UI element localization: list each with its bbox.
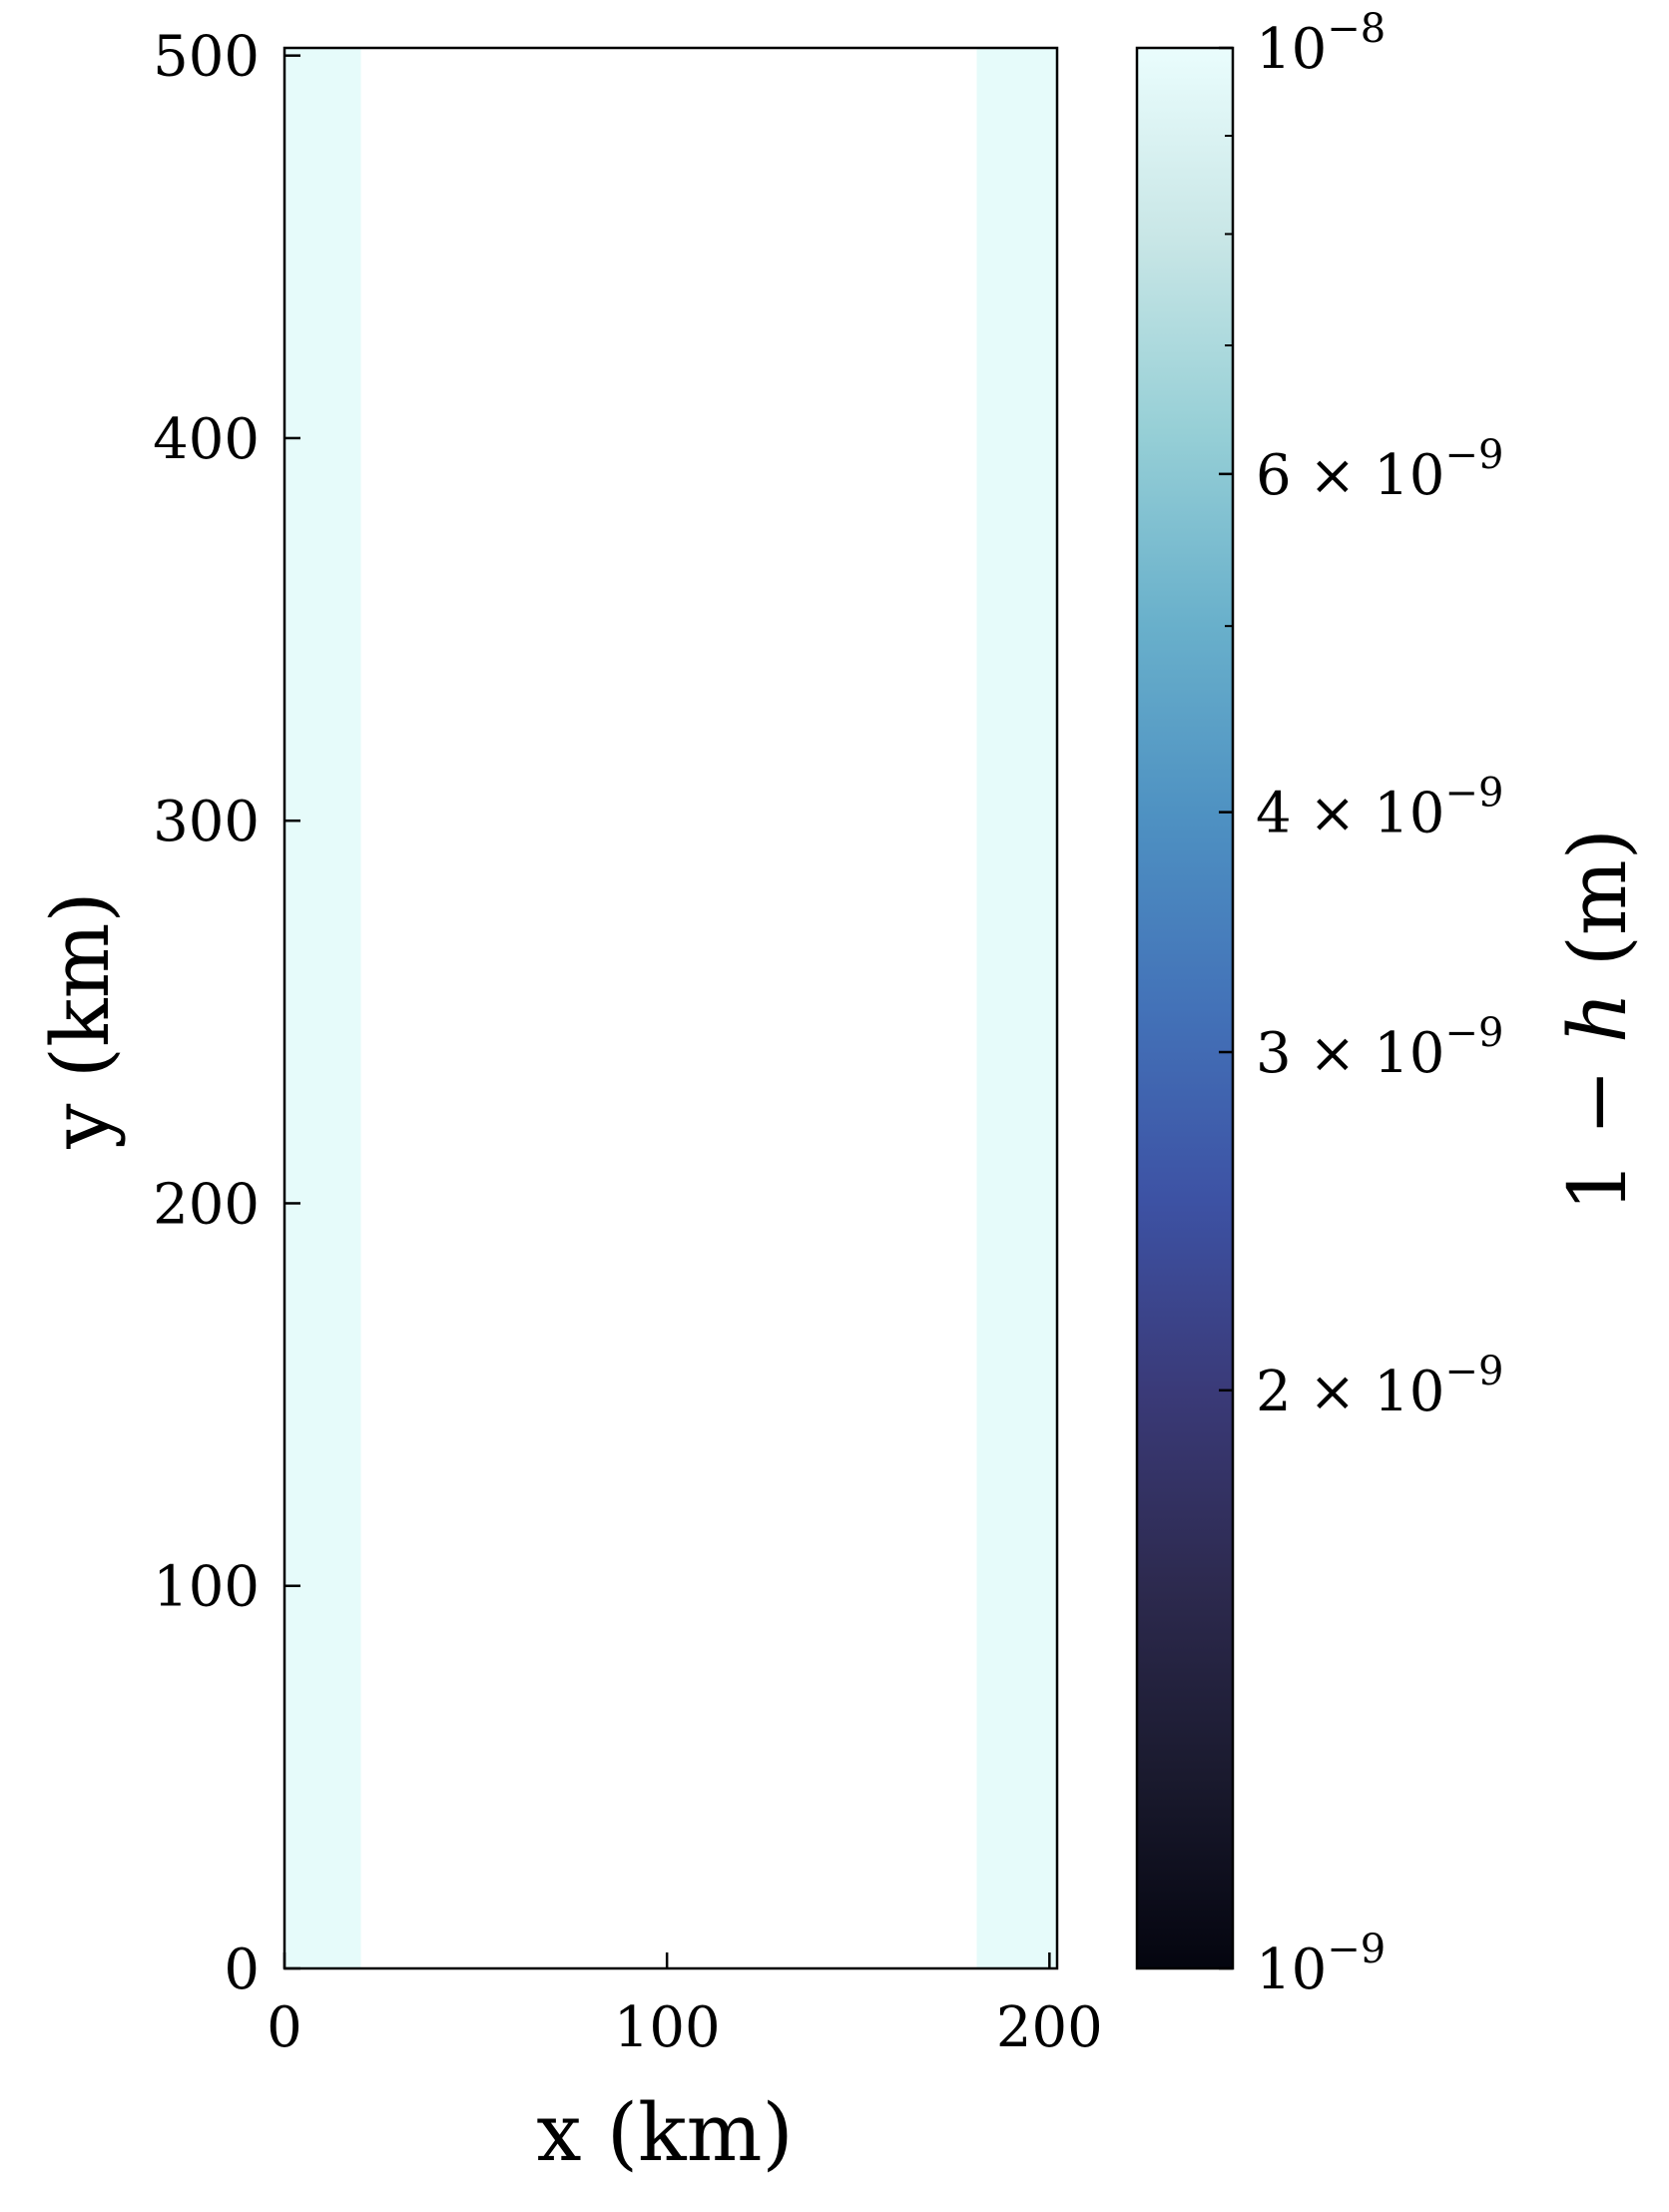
heatmap-region-1 xyxy=(284,48,361,1968)
x-tick-label-0: 0 xyxy=(267,1995,302,2060)
colorbar-tick-label-5: 6 × 10−9 xyxy=(1256,432,1503,508)
colorbar-frame xyxy=(1135,46,1235,1970)
plot-area xyxy=(282,46,1059,1970)
y-tick-label-0: 0 xyxy=(224,1937,260,2002)
colorbar-label-prefix: 1 − xyxy=(1551,1043,1644,1212)
colorbar-tick-label-1: 10−9 xyxy=(1256,1927,1386,2002)
x-tick-label-200: 200 xyxy=(996,1995,1103,2060)
y-axis: 0 100 200 300 400 500 xyxy=(153,25,300,2002)
colorbar-label-unit: (m) xyxy=(1551,829,1644,992)
plot-frame xyxy=(282,46,1059,1970)
colorbar-tick-label-2: 2 × 10−9 xyxy=(1256,1349,1503,1424)
colorbar: 10−9 2 × 10−9 3 × 10−9 4 × 10−9 6 × 10−9 10−8 xyxy=(1135,6,1503,2002)
colorbar-tick-label-3: 3 × 10−9 xyxy=(1256,1010,1503,1086)
y-tick-label-500: 500 xyxy=(153,25,260,90)
colorbar-gradient xyxy=(1137,48,1233,1968)
colorbar-tick-label-6: 10−8 xyxy=(1256,6,1386,82)
x-tick-label-100: 100 xyxy=(614,1995,721,2060)
x-axis: 0 100 200 xyxy=(267,1952,1103,2060)
y-tick-label-400: 400 xyxy=(153,407,260,472)
y-tick-label-100: 100 xyxy=(153,1555,260,1620)
colorbar-tick-label-4: 4 × 10−9 xyxy=(1256,771,1503,846)
colorbar-label-variable: h xyxy=(1551,992,1644,1044)
y-tick-label-200: 200 xyxy=(153,1172,260,1237)
y-tick-label-300: 300 xyxy=(153,790,260,854)
heatmap-region-2 xyxy=(360,48,977,1968)
colorbar-label: 1 − h (m) xyxy=(1551,829,1644,1212)
y-axis-label: y (km) xyxy=(34,891,127,1149)
heatmap-region-3 xyxy=(976,48,1057,1968)
x-axis-label: x (km) xyxy=(536,2086,793,2179)
